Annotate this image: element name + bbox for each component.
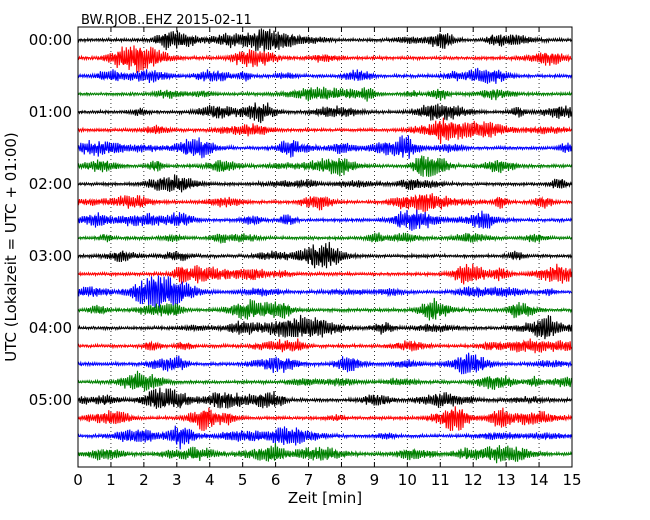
y-tick-label: 04:00 (29, 319, 72, 337)
seismogram-trace-3 (77, 86, 573, 102)
y-tick-label: 00:00 (29, 31, 72, 49)
seismogram-trace-4 (77, 102, 573, 124)
seismogram-trace-17 (77, 338, 572, 354)
seismogram-trace-23 (77, 443, 573, 464)
x-axis-label: Zeit [min] (288, 489, 362, 507)
x-tick-label: 15 (562, 471, 581, 489)
seismogram-trace-13 (77, 263, 573, 285)
x-axis-ticks: 0 1 2 3 4 5 6 7 8 9 10 11 12 13 14 15 (73, 27, 582, 489)
x-tick-label: 13 (497, 471, 516, 489)
x-tick-label: 1 (106, 471, 116, 489)
y-tick-label: 02:00 (29, 175, 72, 193)
seismogram-trace-18 (77, 352, 572, 375)
y-axis-ticks: 00:00 01:00 02:00 03:00 04:00 05:00 (29, 31, 572, 409)
x-tick-label: 7 (304, 471, 314, 489)
seismogram-trace-15 (77, 297, 573, 321)
x-tick-label: 9 (370, 471, 380, 489)
seismogram-traces (77, 28, 573, 464)
seismogram-trace-16 (77, 314, 573, 340)
x-tick-label: 3 (172, 471, 182, 489)
seismogram-trace-22 (77, 425, 573, 450)
seismogram-trace-7 (77, 155, 573, 178)
plot-frame (77, 26, 573, 468)
x-tick-label: 8 (337, 471, 347, 489)
seismogram-trace-21 (77, 406, 573, 431)
seismogram-trace-12 (77, 241, 573, 269)
seismogram-trace-1 (77, 45, 572, 74)
x-tick-label: 0 (73, 471, 83, 489)
seismogram-trace-19 (77, 370, 573, 392)
x-tick-label: 4 (205, 471, 215, 489)
seismogram-trace-6 (77, 135, 573, 159)
y-tick-label: 01:00 (29, 103, 72, 121)
y-tick-label: 05:00 (29, 391, 72, 409)
seismogram-trace-20 (77, 387, 572, 409)
y-tick-label: 03:00 (29, 247, 72, 265)
seismogram-trace-8 (77, 174, 573, 193)
x-tick-label: 11 (431, 471, 450, 489)
seismogram-trace-11 (77, 232, 573, 244)
seismogram-trace-0 (77, 28, 572, 52)
x-tick-label: 14 (530, 471, 549, 489)
x-tick-label: 2 (139, 471, 149, 489)
x-tick-label: 6 (271, 471, 281, 489)
x-tick-label: 5 (238, 471, 248, 489)
seismogram-trace-9 (77, 193, 573, 213)
seismogram-trace-2 (77, 67, 573, 84)
x-tick-label: 12 (464, 471, 483, 489)
seismogram-trace-14 (77, 275, 572, 311)
seismogram-trace-10 (77, 209, 573, 231)
y-axis-label: UTC (Lokalzeit = UTC + 01:00) (2, 132, 20, 362)
chart-title: BW.RJOB..EHZ 2015-02-11 (81, 13, 252, 28)
x-tick-label: 10 (398, 471, 417, 489)
seismogram-trace-5 (77, 117, 573, 144)
